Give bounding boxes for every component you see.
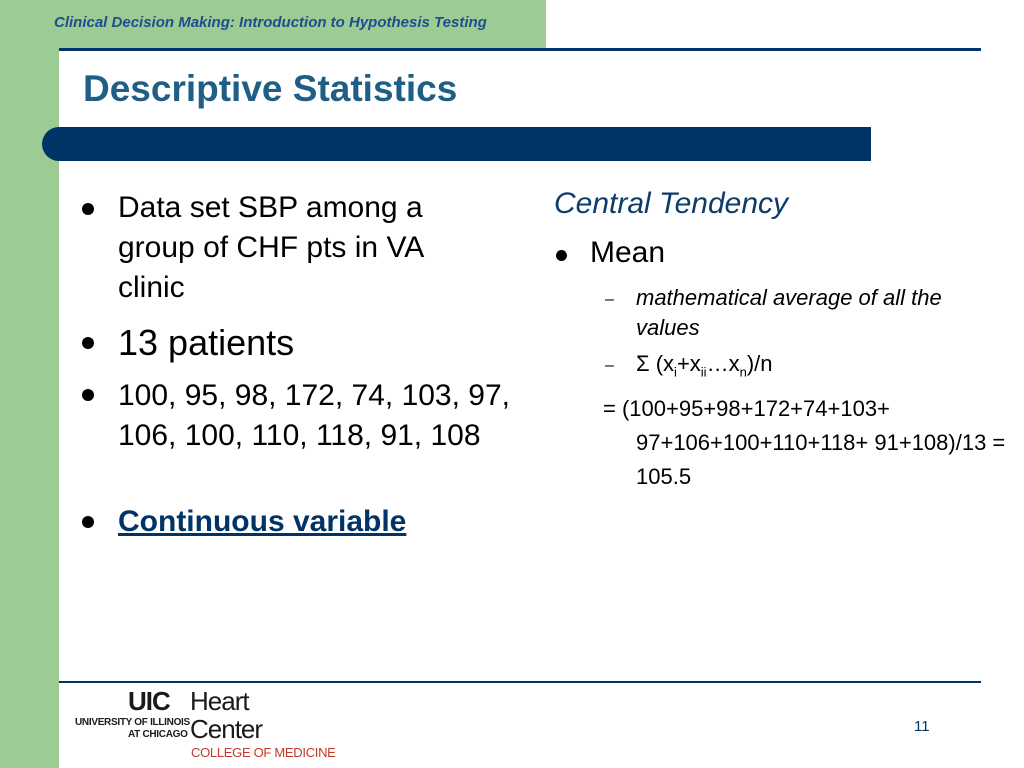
logo-university-line1: UNIVERSITY OF ILLINOIS <box>75 717 190 728</box>
bullet-values: 100, 95, 98, 172, 74, 103, 97, 106, 100,… <box>118 379 510 452</box>
mean-definition: mathematical average of all the values <box>636 285 942 340</box>
central-tendency-heading: Central Tendency <box>554 187 789 220</box>
mean-bullet: Mean <box>590 236 666 269</box>
continuous-variable-link[interactable]: Continuous variable <box>118 505 407 538</box>
bullet-icon <box>82 389 94 401</box>
logo-uic-text: UIC <box>128 686 171 716</box>
header-band <box>59 0 546 48</box>
left-decorative-stripe <box>0 0 59 768</box>
course-title: Clinical Decision Making: Introduction t… <box>54 14 487 31</box>
page-number: 11 <box>914 718 930 735</box>
bullet-icon <box>82 203 94 215</box>
dash-icon: – <box>605 357 614 374</box>
logo-heart-text: Heart <box>190 686 250 716</box>
bullet-icon <box>556 250 567 261</box>
slide-title: Descriptive Statistics <box>83 68 458 109</box>
logo-center-text: Center <box>190 714 263 744</box>
bullet-icon <box>82 516 94 528</box>
logo-university-line2: AT CHICAGO <box>128 729 188 740</box>
header-rule <box>59 48 981 51</box>
bullet-icon <box>82 337 94 349</box>
bullet-data-set: Data set SBP among a group of CHF pts in… <box>118 191 423 304</box>
bullet-patient-count: 13 patients <box>118 322 295 363</box>
footer-rule <box>59 681 981 683</box>
mean-calculation: = (100+95+98+172+74+103+ 97+106+100+110+… <box>603 396 1006 489</box>
mean-formula: Σ (xi+xii…xn)/n <box>636 351 773 380</box>
title-underline-bar <box>42 127 871 161</box>
logo-college-text: COLLEGE OF MEDICINE <box>191 745 336 760</box>
title-panel <box>59 51 549 131</box>
dash-icon: – <box>605 291 614 308</box>
